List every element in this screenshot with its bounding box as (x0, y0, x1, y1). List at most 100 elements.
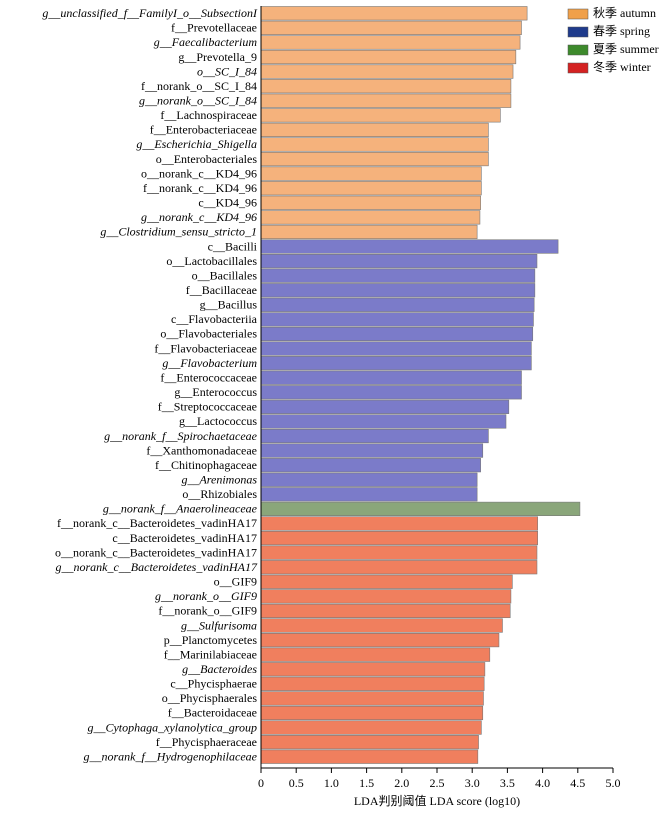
bar (260, 341, 532, 356)
category-label: g__Cytophaga_xylanolytica_group (87, 720, 257, 734)
category-label: f__norank_c__KD4_96 (143, 181, 257, 195)
category-label: g__Faecalibacterium (154, 35, 258, 49)
bar (260, 603, 511, 619)
bar (260, 705, 484, 721)
category-label: o__Lactobacillales (166, 254, 257, 268)
category-label: f__Phycisphaeraceae (156, 735, 257, 749)
category-label: c__KD4_96 (198, 196, 257, 210)
bar (260, 93, 512, 108)
category-label: g__Bacteroides (182, 662, 257, 676)
bar (260, 443, 484, 458)
category-label: g__Lactococcus (179, 414, 257, 428)
bar (260, 356, 532, 371)
category-label: f__Bacteroidaceae (168, 706, 257, 720)
bar (260, 35, 521, 50)
x-tick-label: 1.5 (359, 776, 374, 790)
bar (260, 560, 538, 575)
x-tick-label: 5.0 (606, 776, 621, 790)
bar (260, 618, 503, 633)
x-tick-label: 0.5 (289, 776, 304, 790)
category-label: c__Bacteroidetes_vadinHA17 (112, 531, 257, 545)
bar (260, 64, 514, 79)
category-label: f__Enterobacteriaceae (150, 123, 257, 137)
legend-swatch (567, 62, 589, 74)
legend-label: 夏季 summer (593, 42, 659, 56)
legend-label: 春季 spring (593, 24, 650, 38)
bar (260, 516, 538, 531)
category-label: g__Enterococcus (174, 385, 257, 399)
category-label: c__Phycisphaerae (170, 677, 257, 691)
category-label: f__norank_c__Bacteroidetes_vadinHA17 (57, 516, 257, 530)
category-label: f__Prevotellaceae (171, 21, 257, 35)
legend-swatch (567, 26, 589, 38)
bar (260, 647, 491, 662)
bar (260, 312, 534, 327)
bar (260, 385, 522, 400)
x-tick-label: 2.5 (430, 776, 445, 790)
category-label: f__Marinilabiaceae (164, 647, 257, 661)
category-label: o__Phycisphaerales (162, 691, 258, 705)
category-label: g__norank_c__Bacteroidetes_vadinHA17 (55, 560, 258, 574)
bar (260, 472, 478, 487)
category-label: o__Rhizobiales (182, 487, 257, 501)
x-tick-label: 4.0 (535, 776, 550, 790)
bar (260, 326, 534, 342)
category-label: g__unclassified_f__FamilyI_o__Subsection… (42, 6, 258, 20)
category-label: f__norank_o__GIF9 (158, 604, 257, 618)
bar (260, 735, 479, 750)
category-label: g__norank_f__Hydrogenophilaceae (83, 749, 257, 763)
category-label: g__norank_o__SC_I_84 (139, 94, 257, 108)
bar (260, 6, 528, 21)
category-label: p__Planctomycetes (164, 633, 258, 647)
bar (260, 283, 536, 298)
bar (260, 79, 512, 94)
bar (260, 20, 522, 35)
x-tick-label: 3.0 (465, 776, 480, 790)
category-label: o__norank_c__Bacteroidetes_vadinHA17 (55, 545, 257, 559)
category-label: f__Chitinophagaceae (155, 458, 257, 472)
category-label: g__Sulfurisoma (181, 618, 257, 632)
bar (260, 224, 478, 240)
bar (260, 254, 538, 269)
x-tick-label: 1.0 (324, 776, 339, 790)
bar (260, 574, 513, 589)
x-tick-label: 4.5 (570, 776, 585, 790)
bar (260, 458, 481, 473)
category-label: f__Enterococcaceae (160, 370, 257, 384)
x-tick-label: 3.5 (500, 776, 515, 790)
bar (260, 428, 489, 444)
category-label: f__Xanthomonadaceae (146, 443, 257, 457)
bar (260, 749, 479, 764)
bar (260, 589, 512, 604)
bar (260, 545, 538, 560)
legend-swatch (567, 44, 589, 56)
bar (260, 195, 481, 210)
bar (260, 49, 517, 65)
bar (260, 268, 536, 283)
category-label: o__GIF9 (214, 575, 257, 589)
category-label: g__Clostridium_sensu_stricto_1 (100, 225, 257, 239)
category-label: o__Bacillales (192, 268, 258, 282)
bar (260, 108, 501, 123)
bar (260, 210, 481, 225)
bar (260, 414, 507, 429)
category-label: c__Bacilli (208, 239, 258, 253)
x-tick-label: 0 (258, 776, 264, 790)
category-label: g__norank_f__Anaerolineaceae (103, 502, 258, 516)
bar (260, 501, 581, 516)
category-label: o__SC_I_84 (197, 64, 257, 78)
category-label: o__Enterobacteriales (156, 152, 258, 166)
bar (260, 239, 559, 254)
category-label: f__norank_o__SC_I_84 (141, 79, 257, 93)
category-label: f__Streptococcaceae (158, 400, 257, 414)
bar (260, 166, 482, 181)
category-label: g__norank_f__Spirochaetaceae (104, 429, 258, 443)
category-label: g__Flavobacterium (162, 356, 257, 370)
bar (260, 530, 538, 546)
bar (260, 676, 485, 691)
legend-label: 冬季 winter (593, 59, 651, 74)
category-label: g__norank_o__GIF9 (155, 589, 257, 603)
category-label: f__Flavobacteriaceae (154, 341, 257, 355)
x-tick-label: 2.0 (394, 776, 409, 790)
